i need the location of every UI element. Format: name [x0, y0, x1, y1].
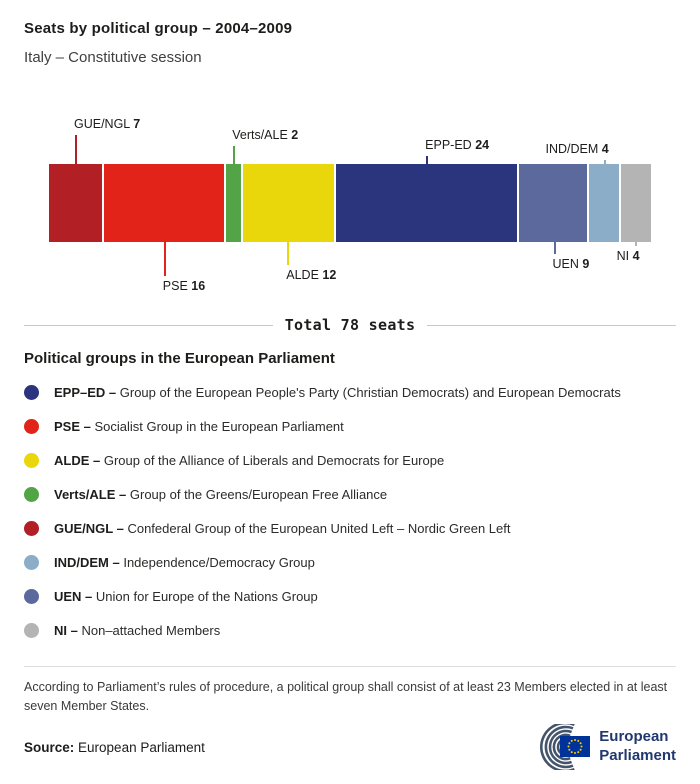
total-rule-left: [24, 324, 273, 326]
legend-item-ind-dem: IND/DEM – Independence/Democracy Group: [24, 555, 676, 570]
bar-label-pse: PSE 16: [162, 279, 206, 293]
legend-list: EPP–ED – Group of the European People's …: [24, 385, 676, 638]
bar-segment-ni: [620, 164, 651, 242]
legend-label: IND/DEM – Independence/Democracy Group: [54, 555, 315, 570]
legend-item-alde: ALDE – Group of the Alliance of Liberals…: [24, 453, 676, 468]
hemicycle-flag-icon: [540, 724, 591, 770]
bar-segment-ind-dem: [588, 164, 619, 242]
total-seats-row: Total 78 seats: [24, 316, 677, 334]
logo-line1: European: [599, 728, 669, 746]
callout-tick-epp-ed: [426, 156, 429, 164]
legend-label: PSE – Socialist Group in the European Pa…: [54, 419, 344, 434]
legend-color-dot: [24, 623, 39, 638]
bar-segment-uen: [518, 164, 587, 242]
logo-line2: Parliament: [599, 747, 676, 764]
callout-tick-pse: [163, 242, 166, 276]
legend-color-dot: [24, 521, 39, 536]
legend-color-dot: [24, 589, 39, 604]
bar-segment-gue-ngl: [49, 164, 102, 242]
bar-segment-alde: [243, 164, 334, 242]
page-title: Seats by political group – 2004–2009: [24, 20, 293, 37]
callout-tick-verts-ale: [233, 146, 236, 164]
legend-color-dot: [24, 487, 39, 502]
page-subtitle: Italy – Constitutive session: [24, 49, 202, 66]
source-text: European Parliament: [78, 739, 205, 755]
callout-tick-uen: [553, 242, 556, 254]
callout-tick-alde: [287, 242, 290, 265]
bar-label-gue-ngl: GUE/NGL 7: [74, 117, 141, 131]
bar-label-alde: ALDE 12: [286, 268, 337, 282]
total-rule-right: [427, 324, 677, 326]
legend-item-verts-ale: Verts/ALE – Group of the Greens/European…: [24, 487, 676, 502]
legend-item-pse: PSE – Socialist Group in the European Pa…: [24, 419, 676, 434]
footnote: According to Parliament’s rules of proce…: [24, 680, 668, 714]
legend-item-uen: UEN – Union for Europe of the Nations Gr…: [24, 589, 676, 604]
legend-color-dot: [24, 555, 39, 570]
source-line: Source: European Parliament: [24, 740, 205, 755]
total-seats-label: Total 78 seats: [284, 316, 416, 334]
bar-segment-pse: [103, 164, 225, 242]
bar-label-uen: UEN 9: [552, 257, 590, 271]
bar-label-epp-ed: EPP-ED 24: [425, 138, 490, 152]
bar-label-verts-ale: Verts/ALE 2: [232, 128, 299, 142]
legend-item-epp-ed: EPP–ED – Group of the European People's …: [24, 385, 676, 400]
bar-label-ind-dem: IND/DEM 4: [545, 142, 609, 156]
bar-segment-verts-ale: [226, 164, 242, 242]
stacked-bar: [49, 164, 651, 242]
logo-text: European Parliament: [599, 728, 676, 766]
legend-label: UEN – Union for Europe of the Nations Gr…: [54, 589, 318, 604]
footer: Source: European Parliament: [24, 724, 676, 770]
legend-label: EPP–ED – Group of the European People's …: [54, 385, 621, 400]
eu-flag-stars: [567, 739, 583, 754]
legend-color-dot: [24, 419, 39, 434]
eu-flag: [560, 736, 591, 757]
bar-segment-epp-ed: [335, 164, 517, 242]
footnote-divider: [24, 666, 676, 667]
legend-color-dot: [24, 385, 39, 400]
legend-label: NI – Non–attached Members: [54, 623, 221, 638]
legend-label: Verts/ALE – Group of the Greens/European…: [54, 487, 388, 502]
callout-tick-ind-dem: [603, 160, 606, 164]
legend-item-gue-ngl: GUE/NGL – Confederal Group of the Europe…: [24, 521, 676, 536]
legend-heading: Political groups in the European Parliam…: [24, 350, 335, 367]
source-label: Source:: [24, 739, 75, 755]
seats-stacked-bar-chart: GUE/NGL 7 PSE 16 Verts/ALE 2 ALDE 12 EPP-ED …: [24, 112, 676, 294]
callout-tick-ni: [634, 242, 637, 246]
european-parliament-logo: European Parliament: [524, 724, 676, 770]
legend-color-dot: [24, 453, 39, 468]
bar-label-ni: NI 4: [616, 249, 640, 263]
legend-label: ALDE – Group of the Alliance of Liberals…: [54, 453, 445, 468]
legend-item-ni: NI – Non–attached Members: [24, 623, 676, 638]
legend-label: GUE/NGL – Confederal Group of the Europe…: [54, 521, 511, 536]
callout-tick-gue-ngl: [75, 135, 77, 164]
